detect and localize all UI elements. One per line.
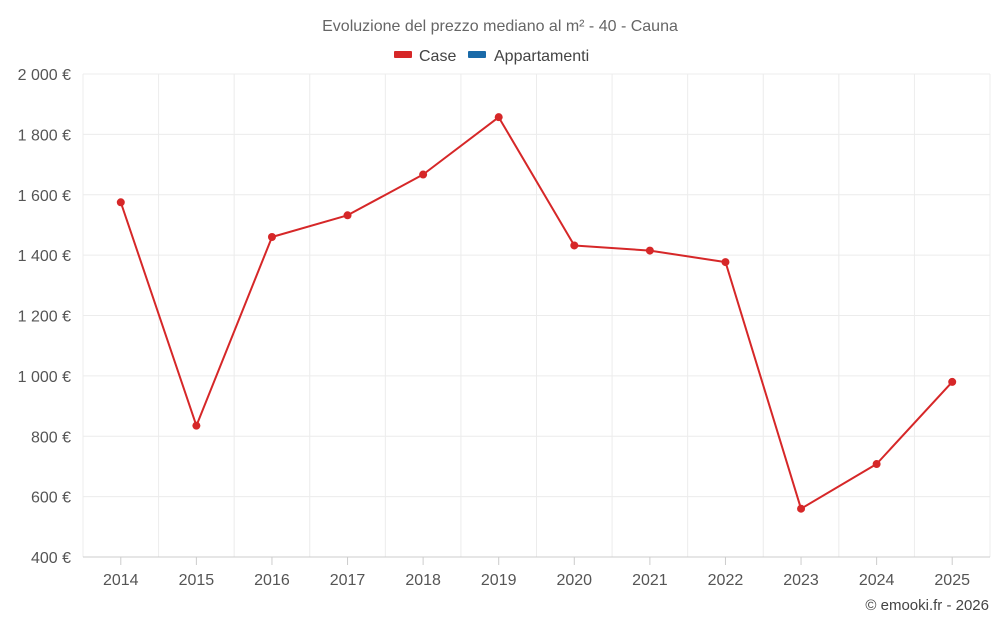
x-tick-label: 2015 bbox=[179, 572, 215, 589]
data-point-case[interactable] bbox=[570, 241, 579, 250]
x-tick-label: 2024 bbox=[859, 572, 895, 589]
credit-text: © emooki.fr - 2026 bbox=[865, 597, 989, 614]
y-tick-label: 400 € bbox=[31, 550, 71, 567]
x-tick-label: 2021 bbox=[632, 572, 668, 589]
data-point-case[interactable] bbox=[872, 460, 881, 469]
data-point-case[interactable] bbox=[721, 258, 730, 267]
data-point-case[interactable] bbox=[419, 170, 428, 179]
series-case bbox=[116, 113, 957, 513]
x-tick-label: 2019 bbox=[481, 572, 517, 589]
legend-item-appartamenti[interactable]: Appartamenti bbox=[468, 48, 589, 65]
y-tick-label: 800 € bbox=[31, 429, 71, 446]
x-tick-label: 2023 bbox=[783, 572, 819, 589]
legend-swatch-appartamenti bbox=[468, 51, 486, 58]
data-point-case[interactable] bbox=[948, 377, 957, 386]
y-tick-label: 1 800 € bbox=[18, 127, 71, 144]
legend-label-case: Case bbox=[419, 48, 456, 65]
x-tick-label: 2022 bbox=[708, 572, 744, 589]
x-tick-label: 2025 bbox=[934, 572, 970, 589]
y-tick-label: 1 600 € bbox=[18, 188, 71, 205]
legend-label-appartamenti: Appartamenti bbox=[494, 48, 589, 65]
y-axis-ticks: 400 € 600 € 800 € 1 000 € 1 200 € 1 400 € 1 60… bbox=[18, 67, 71, 567]
y-tick-label: 1 200 € bbox=[18, 309, 71, 326]
x-tick-label: 2014 bbox=[103, 572, 139, 589]
chart-title: Evoluzione del prezzo mediano al m² - 40… bbox=[322, 18, 678, 35]
x-tick-label: 2020 bbox=[556, 572, 592, 589]
series-line-case bbox=[119, 116, 953, 510]
x-tick-label: 2016 bbox=[254, 572, 290, 589]
x-axis-ticks: 2014 2015 2016 2017 2018 2019 2020 2021 2022 2023… bbox=[103, 557, 970, 589]
y-tick-label: 1 400 € bbox=[18, 248, 71, 265]
x-tick-label: 2018 bbox=[405, 572, 441, 589]
data-point-case[interactable] bbox=[192, 421, 201, 430]
legend-item-case[interactable]: Case bbox=[394, 48, 456, 65]
y-tick-label: 2 000 € bbox=[18, 67, 71, 84]
y-tick-label: 600 € bbox=[31, 490, 71, 507]
legend: Case Appartamenti bbox=[394, 48, 589, 65]
data-point-case[interactable] bbox=[494, 113, 503, 122]
x-tick-label: 2017 bbox=[330, 572, 366, 589]
data-point-case[interactable] bbox=[797, 504, 806, 513]
legend-swatch-case bbox=[394, 51, 412, 58]
data-point-case[interactable] bbox=[267, 233, 276, 242]
y-gridlines bbox=[83, 73, 990, 498]
data-point-case[interactable] bbox=[116, 198, 125, 207]
data-point-case[interactable] bbox=[343, 211, 352, 220]
y-tick-label: 1 000 € bbox=[18, 369, 71, 386]
data-point-case[interactable] bbox=[645, 246, 654, 255]
